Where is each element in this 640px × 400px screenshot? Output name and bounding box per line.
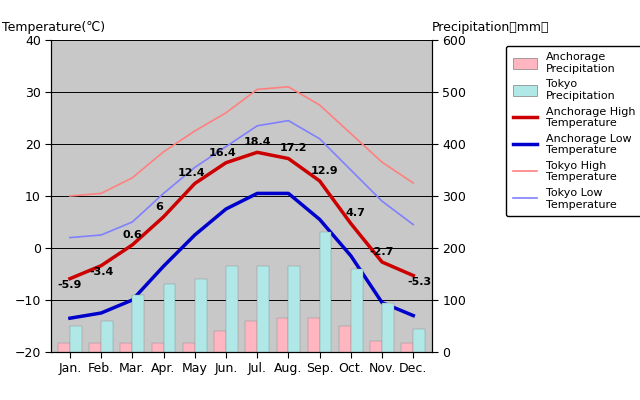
Bar (132, 295, 144, 352)
Text: -2.7: -2.7 (370, 247, 394, 257)
Bar (58, 343, 70, 352)
Bar (90, 343, 101, 352)
Legend: Anchorage
Precipitation, Tokyo
Precipitation, Anchorage High
Temperature, Anchor: Anchorage Precipitation, Tokyo Precipita… (506, 46, 640, 216)
Bar (289, 266, 300, 352)
Text: -5.3: -5.3 (408, 277, 431, 287)
Bar (351, 269, 363, 352)
Text: 18.4: 18.4 (243, 137, 271, 147)
Bar (164, 284, 175, 352)
Bar (70, 326, 82, 352)
Text: -3.4: -3.4 (89, 267, 113, 277)
Bar (120, 343, 132, 352)
Bar (308, 318, 319, 352)
Bar (382, 302, 394, 352)
Text: 4.7: 4.7 (346, 208, 365, 218)
Bar (226, 266, 238, 352)
Bar (214, 331, 226, 352)
Text: 6: 6 (155, 202, 163, 212)
Text: Temperature(℃): Temperature(℃) (2, 21, 105, 34)
Text: 12.9: 12.9 (310, 166, 338, 176)
Bar (370, 340, 382, 352)
Bar (101, 321, 113, 352)
Text: 17.2: 17.2 (279, 143, 307, 153)
Bar (319, 232, 332, 352)
Text: 0.6: 0.6 (122, 230, 142, 240)
Bar (152, 343, 164, 352)
Text: 16.4: 16.4 (209, 148, 237, 158)
Bar (183, 343, 195, 352)
Bar (413, 329, 425, 352)
Bar (245, 321, 257, 352)
Text: 12.4: 12.4 (178, 168, 205, 178)
Bar (195, 279, 207, 352)
Bar (257, 266, 269, 352)
Text: -5.9: -5.9 (58, 280, 82, 290)
Bar (339, 326, 351, 352)
Bar (276, 318, 289, 352)
Bar (401, 343, 413, 352)
Text: Precipitation（mm）: Precipitation（mm） (432, 21, 550, 34)
